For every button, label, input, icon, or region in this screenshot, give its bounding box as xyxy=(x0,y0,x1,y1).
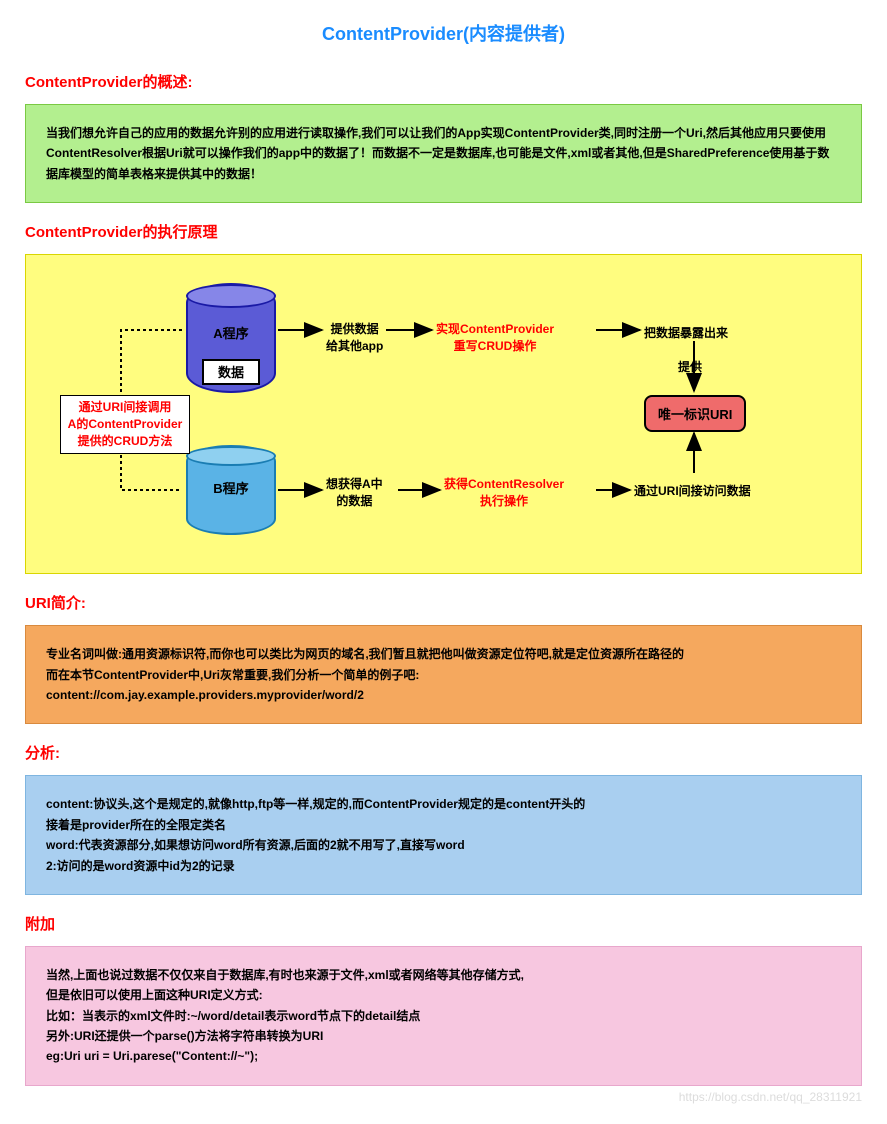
principle-diagram: A程序 数据 B程序 通过URI间接调用A的ContentProvider提供的… xyxy=(25,254,862,574)
uri-badge: 唯一标识URI xyxy=(644,395,746,432)
extra-heading: 附加 xyxy=(25,913,862,934)
cylinder-b: B程序 xyxy=(186,445,276,535)
uri-text: 专业名词叫做:通用资源标识符,而你也可以类比为网页的域名,我们暂且就把他叫做资源… xyxy=(46,647,684,702)
diagram-text-via-uri: 通过URI间接访问数据 xyxy=(634,483,751,500)
diagram-text-want: 想获得A中的数据 xyxy=(326,476,383,510)
title-text: ContentProvider(内容提供者) xyxy=(322,24,565,44)
analysis-heading: 分析: xyxy=(25,742,862,763)
uri-heading: URI简介: xyxy=(25,592,862,613)
extra-text: 当然,上面也说过数据不仅仅来自于数据库,有时也来源于文件,xml或者网络等其他存… xyxy=(46,968,524,1064)
watermark: https://blog.csdn.net/qq_28311921 xyxy=(25,1090,862,1104)
cylinder-a-label: A程序 xyxy=(188,323,274,342)
diagram-text-provide: 提供数据给其他app xyxy=(326,321,383,355)
page-title: ContentProvider(内容提供者) xyxy=(25,20,862,46)
analysis-box: content:协议头,这个是规定的,就像http,ftp等一样,规定的,而Co… xyxy=(25,775,862,895)
analysis-text: content:协议头,这个是规定的,就像http,ftp等一样,规定的,而Co… xyxy=(46,797,585,872)
overview-heading: ContentProvider的概述: xyxy=(25,71,862,92)
overview-text: 当我们想允许自己的应用的数据允许别的应用进行读取操作,我们可以让我们的App实现… xyxy=(46,126,829,181)
overview-box: 当我们想允许自己的应用的数据允许别的应用进行读取操作,我们可以让我们的App实现… xyxy=(25,104,862,203)
diagram-text-resolver: 获得ContentResolver执行操作 xyxy=(444,476,564,510)
cylinder-a-data: 数据 xyxy=(202,359,260,385)
uri-callout: 通过URI间接调用A的ContentProvider提供的CRUD方法 xyxy=(60,395,190,453)
diagram-text-provide-label: 提供 xyxy=(678,359,702,376)
cylinder-b-label: B程序 xyxy=(188,478,274,497)
diagram-text-impl: 实现ContentProvider重写CRUD操作 xyxy=(436,321,554,355)
extra-box: 当然,上面也说过数据不仅仅来自于数据库,有时也来源于文件,xml或者网络等其他存… xyxy=(25,946,862,1086)
uri-box-info: 专业名词叫做:通用资源标识符,而你也可以类比为网页的域名,我们暂且就把他叫做资源… xyxy=(25,625,862,724)
principle-heading: ContentProvider的执行原理 xyxy=(25,221,862,242)
diagram-text-expose: 把数据暴露出来 xyxy=(644,325,728,342)
